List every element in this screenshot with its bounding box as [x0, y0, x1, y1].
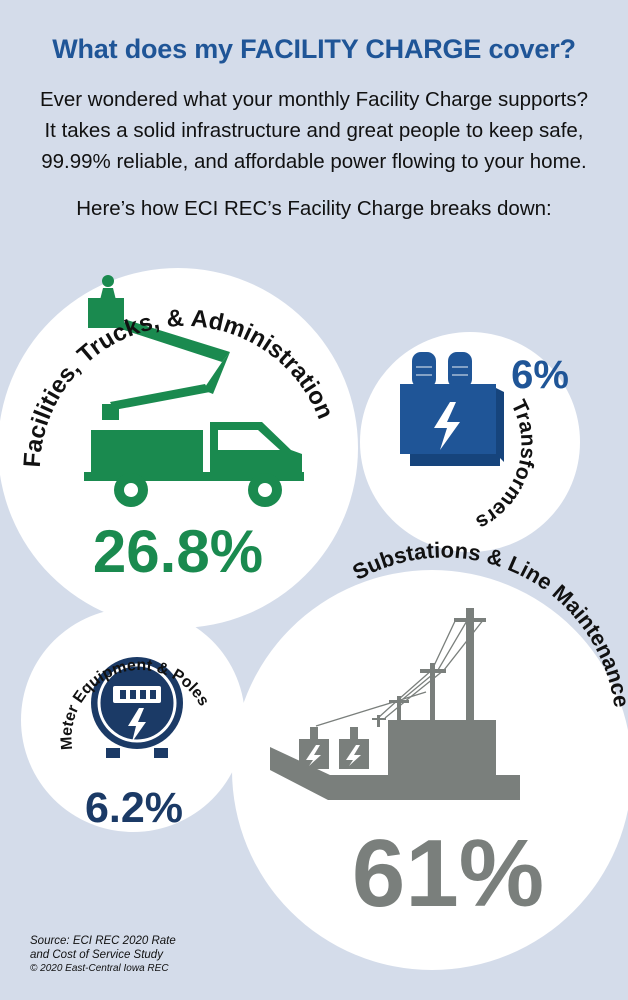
- source-note: Source: ECI REC 2020 Rate and Cost of Se…: [30, 934, 176, 962]
- source-line: Source: ECI REC 2020 Rate: [30, 935, 176, 947]
- transformers-percent: 6%: [511, 353, 569, 397]
- electric-meter-icon: [91, 657, 183, 758]
- substation-icon: [270, 608, 520, 800]
- copyright: © 2020 East-Central Iowa REC: [30, 963, 169, 974]
- facilities-percent: 26.8%: [93, 518, 263, 585]
- intro-line: Ever wondered what your monthly Facility…: [39, 88, 589, 111]
- source-line: and Cost of Service Study: [30, 949, 163, 961]
- intro-text: Ever wondered what your monthly Facility…: [0, 84, 628, 177]
- intro-line: It takes a solid infrastructure and grea…: [44, 119, 584, 142]
- page-title: What does my FACILITY CHARGE cover?: [52, 34, 576, 64]
- intro-line: 99.99% reliable, and affordable power fl…: [41, 150, 587, 173]
- substations-percent: 61%: [352, 820, 544, 927]
- meter-percent: 6.2%: [85, 784, 183, 832]
- breakdown-heading: Here’s how ECI REC’s Facility Charge bre…: [76, 197, 552, 220]
